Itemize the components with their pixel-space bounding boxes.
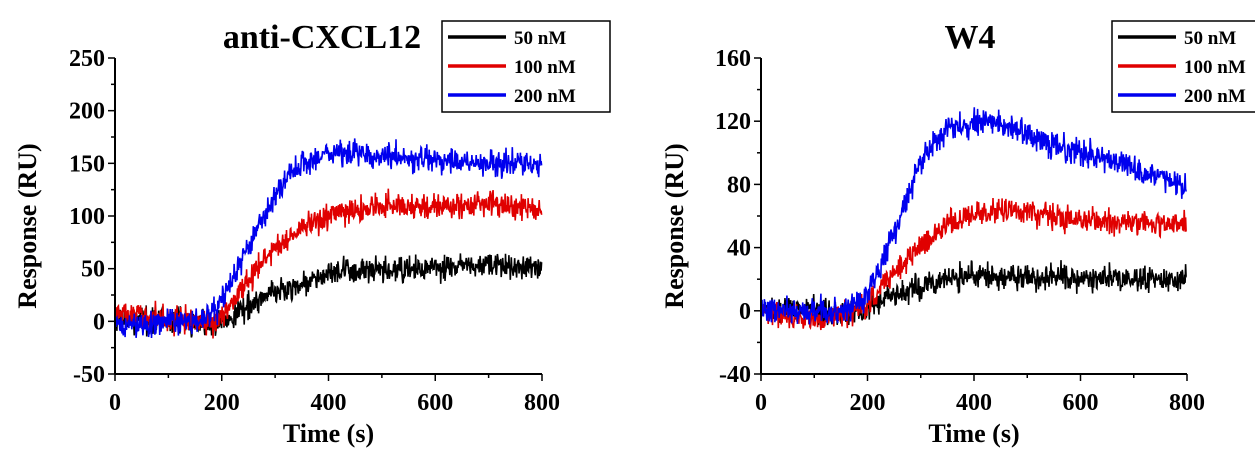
- x-tick-label: 400: [311, 390, 347, 416]
- y-tick-label: 80: [727, 172, 751, 198]
- x-tick-label: 600: [417, 390, 453, 416]
- y-tick-label: 0: [739, 299, 751, 325]
- x-tick-label: 400: [956, 390, 992, 416]
- x-tick-label: 800: [1169, 390, 1205, 416]
- x-tick-label: 600: [1063, 390, 1099, 416]
- legend-label: 100 nM: [1184, 57, 1246, 78]
- x-axis-label: Time (s): [928, 419, 1019, 448]
- x-tick-label: 800: [524, 390, 560, 416]
- legend-label: 200 nM: [1184, 86, 1246, 107]
- chart-title: anti-CXCL12: [223, 19, 421, 56]
- y-tick-label: 250: [69, 46, 105, 72]
- legend-label: 200 nM: [514, 86, 576, 107]
- legend: 50 nM 100 nM 200 nM: [1111, 20, 1255, 113]
- y-axis-label: Response (RU): [13, 143, 42, 308]
- x-tick-label: 200: [204, 390, 240, 416]
- chart-title: W4: [945, 19, 996, 56]
- y-tick-label: 150: [69, 151, 105, 177]
- x-tick-label: 200: [850, 390, 886, 416]
- y-tick-label: -50: [73, 362, 105, 388]
- x-axis-label: Time (s): [283, 419, 374, 448]
- y-tick-label: 100: [69, 204, 105, 230]
- series-line-50-nm: [760, 260, 1187, 326]
- legend-label: 50 nM: [1184, 28, 1236, 49]
- legend-label: 50 nM: [514, 28, 566, 49]
- legend: 50 nM 100 nM 200 nM: [441, 20, 611, 113]
- y-tick-label: -40: [719, 362, 751, 388]
- y-tick-label: 40: [727, 236, 751, 262]
- series-line-200-nm: [114, 138, 543, 339]
- series-line-200-nm: [760, 107, 1187, 325]
- y-tick-label: 120: [715, 109, 751, 135]
- y-tick-label: 0: [93, 309, 105, 335]
- y-tick-label: 160: [715, 46, 751, 72]
- legend-label: 100 nM: [514, 57, 576, 78]
- y-tick-label: 50: [81, 257, 105, 283]
- y-tick-label: 200: [69, 99, 105, 125]
- x-tick-label: 0: [109, 390, 121, 416]
- y-axis-label: Response (RU): [660, 143, 689, 308]
- x-tick-label: 0: [755, 390, 767, 416]
